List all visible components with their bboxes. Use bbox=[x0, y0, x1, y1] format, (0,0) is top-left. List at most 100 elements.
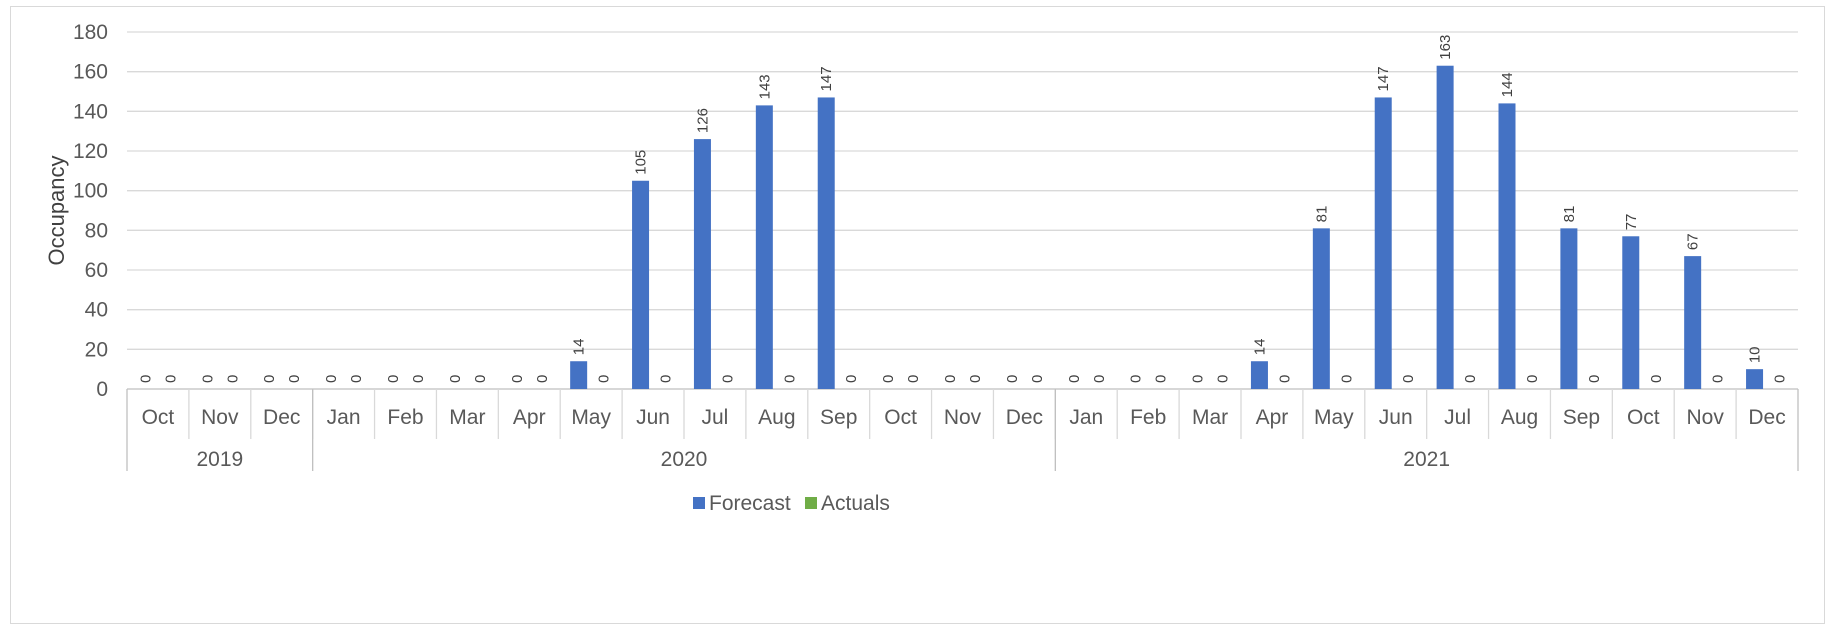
actuals-data-label: 0 bbox=[905, 375, 922, 383]
forecast-data-label: 105 bbox=[633, 150, 650, 175]
y-axis-title: Occupancy bbox=[44, 155, 69, 265]
actuals-data-label: 0 bbox=[286, 375, 303, 383]
x-tick-label: Nov bbox=[944, 406, 982, 429]
actuals-data-label: 0 bbox=[719, 375, 736, 383]
x-tick-label: Apr bbox=[513, 406, 546, 429]
forecast-bar bbox=[1498, 103, 1516, 390]
x-axis: Oct Nov Dec Jan Feb Mar Apr May Jun Jul Aug Sep Oct N… bbox=[126, 389, 1799, 471]
actuals-data-label: 0 bbox=[1524, 375, 1541, 383]
actuals-data-label: 0 bbox=[1338, 375, 1355, 383]
forecast-data-label: 147 bbox=[1375, 66, 1392, 91]
forecast-data-label: 14 bbox=[571, 339, 588, 356]
x-tick-label: Oct bbox=[1627, 406, 1660, 429]
x-tick-label: Oct bbox=[142, 406, 175, 429]
forecast-data-label: 10 bbox=[1747, 346, 1764, 363]
x-tick-label: Aug bbox=[1501, 406, 1538, 429]
actuals-data-label: 0 bbox=[224, 375, 241, 383]
y-tick-label: 180 bbox=[73, 21, 108, 44]
forecast-bar bbox=[632, 180, 650, 389]
actuals-data-label: 0 bbox=[348, 375, 365, 383]
actuals-data-label: 0 bbox=[1648, 375, 1665, 383]
x-tick-label: Jun bbox=[636, 406, 670, 429]
forecast-bar bbox=[693, 139, 711, 389]
forecast-data-label: 0 bbox=[509, 375, 526, 383]
forecast-data-label: 126 bbox=[694, 108, 711, 133]
forecast-bar bbox=[570, 361, 588, 389]
y-tick-label: 60 bbox=[85, 259, 108, 282]
x-tick-label: May bbox=[571, 406, 611, 429]
x-tick-label: Apr bbox=[1256, 406, 1289, 429]
forecast-data-label: 0 bbox=[261, 375, 278, 383]
forecast-bar bbox=[1746, 369, 1764, 389]
actuals-data-label: 0 bbox=[410, 375, 427, 383]
x-group-label: 2019 bbox=[196, 448, 243, 471]
actuals-data-label: 0 bbox=[781, 375, 798, 383]
forecast-data-label: 0 bbox=[942, 375, 959, 383]
y-tick-label: 20 bbox=[85, 338, 108, 361]
x-tick-label: Mar bbox=[449, 406, 485, 429]
forecast-bar bbox=[1250, 361, 1268, 389]
x-tick-label: Jun bbox=[1379, 406, 1413, 429]
x-tick-label: Nov bbox=[1686, 406, 1724, 429]
forecast-bar bbox=[1622, 236, 1640, 389]
x-tick-label: Nov bbox=[201, 406, 239, 429]
actuals-data-label: 0 bbox=[596, 375, 613, 383]
x-group-label: 2020 bbox=[661, 448, 708, 471]
actuals-data-label: 0 bbox=[1276, 375, 1293, 383]
forecast-bar bbox=[1436, 65, 1454, 389]
forecast-data-label: 143 bbox=[756, 74, 773, 99]
forecast-data-label: 0 bbox=[447, 375, 464, 383]
chart-frame bbox=[10, 6, 1825, 624]
actuals-data-label: 0 bbox=[162, 375, 179, 383]
actuals-data-label: 0 bbox=[1586, 375, 1603, 383]
gridlines bbox=[127, 31, 1798, 390]
forecast-data-label: 144 bbox=[1499, 72, 1516, 97]
y-tick-label: 100 bbox=[73, 180, 108, 203]
forecast-legend-label: Forecast bbox=[709, 492, 791, 515]
forecast-data-label: 67 bbox=[1685, 233, 1702, 250]
y-tick-label: 120 bbox=[73, 140, 108, 163]
forecast-bar bbox=[1312, 228, 1330, 389]
x-group-label: 2021 bbox=[1403, 448, 1450, 471]
x-tick-label: Aug bbox=[758, 406, 795, 429]
y-tick-label: 160 bbox=[73, 61, 108, 84]
x-tick-label: Jul bbox=[1444, 406, 1471, 429]
bars bbox=[570, 65, 1764, 390]
forecast-data-label: 0 bbox=[1066, 375, 1083, 383]
forecast-data-label: 14 bbox=[1251, 339, 1268, 356]
forecast-data-label: 0 bbox=[1190, 375, 1207, 383]
actuals-data-label: 0 bbox=[967, 375, 984, 383]
actuals-data-label: 0 bbox=[1029, 375, 1046, 383]
forecast-data-label: 0 bbox=[137, 375, 154, 383]
x-tick-label: Sep bbox=[1563, 406, 1600, 429]
y-tick-label: 40 bbox=[85, 299, 108, 322]
forecast-data-label: 147 bbox=[818, 66, 835, 91]
actuals-data-label: 0 bbox=[658, 375, 675, 383]
legend: Forecast Actuals bbox=[693, 492, 890, 515]
y-tick-label: 80 bbox=[85, 219, 108, 242]
forecast-bar bbox=[817, 97, 835, 389]
x-tick-label: Dec bbox=[1006, 406, 1043, 429]
forecast-data-label: 81 bbox=[1313, 206, 1330, 223]
actuals-data-label: 0 bbox=[1710, 375, 1727, 383]
actuals-data-label: 0 bbox=[1215, 375, 1232, 383]
actuals-data-label: 0 bbox=[1153, 375, 1170, 383]
forecast-bar bbox=[1684, 256, 1702, 389]
actuals-data-label: 0 bbox=[534, 375, 551, 383]
actuals-data-label: 0 bbox=[1091, 375, 1108, 383]
forecast-legend-swatch bbox=[693, 497, 705, 509]
x-tick-label: Feb bbox=[387, 406, 423, 429]
forecast-data-label: 163 bbox=[1437, 35, 1454, 60]
actuals-data-label: 0 bbox=[1772, 375, 1789, 383]
x-tick-label: May bbox=[1314, 406, 1354, 429]
forecast-data-label: 81 bbox=[1561, 206, 1578, 223]
actuals-legend-label: Actuals bbox=[821, 492, 890, 515]
y-tick-label: 0 bbox=[96, 378, 108, 401]
y-tick-label: 140 bbox=[73, 100, 108, 123]
forecast-data-label: 0 bbox=[880, 375, 897, 383]
forecast-data-label: 0 bbox=[385, 375, 402, 383]
actuals-data-label: 0 bbox=[1400, 375, 1417, 383]
actuals-data-label: 0 bbox=[843, 375, 860, 383]
actuals-data-label: 0 bbox=[472, 375, 489, 383]
